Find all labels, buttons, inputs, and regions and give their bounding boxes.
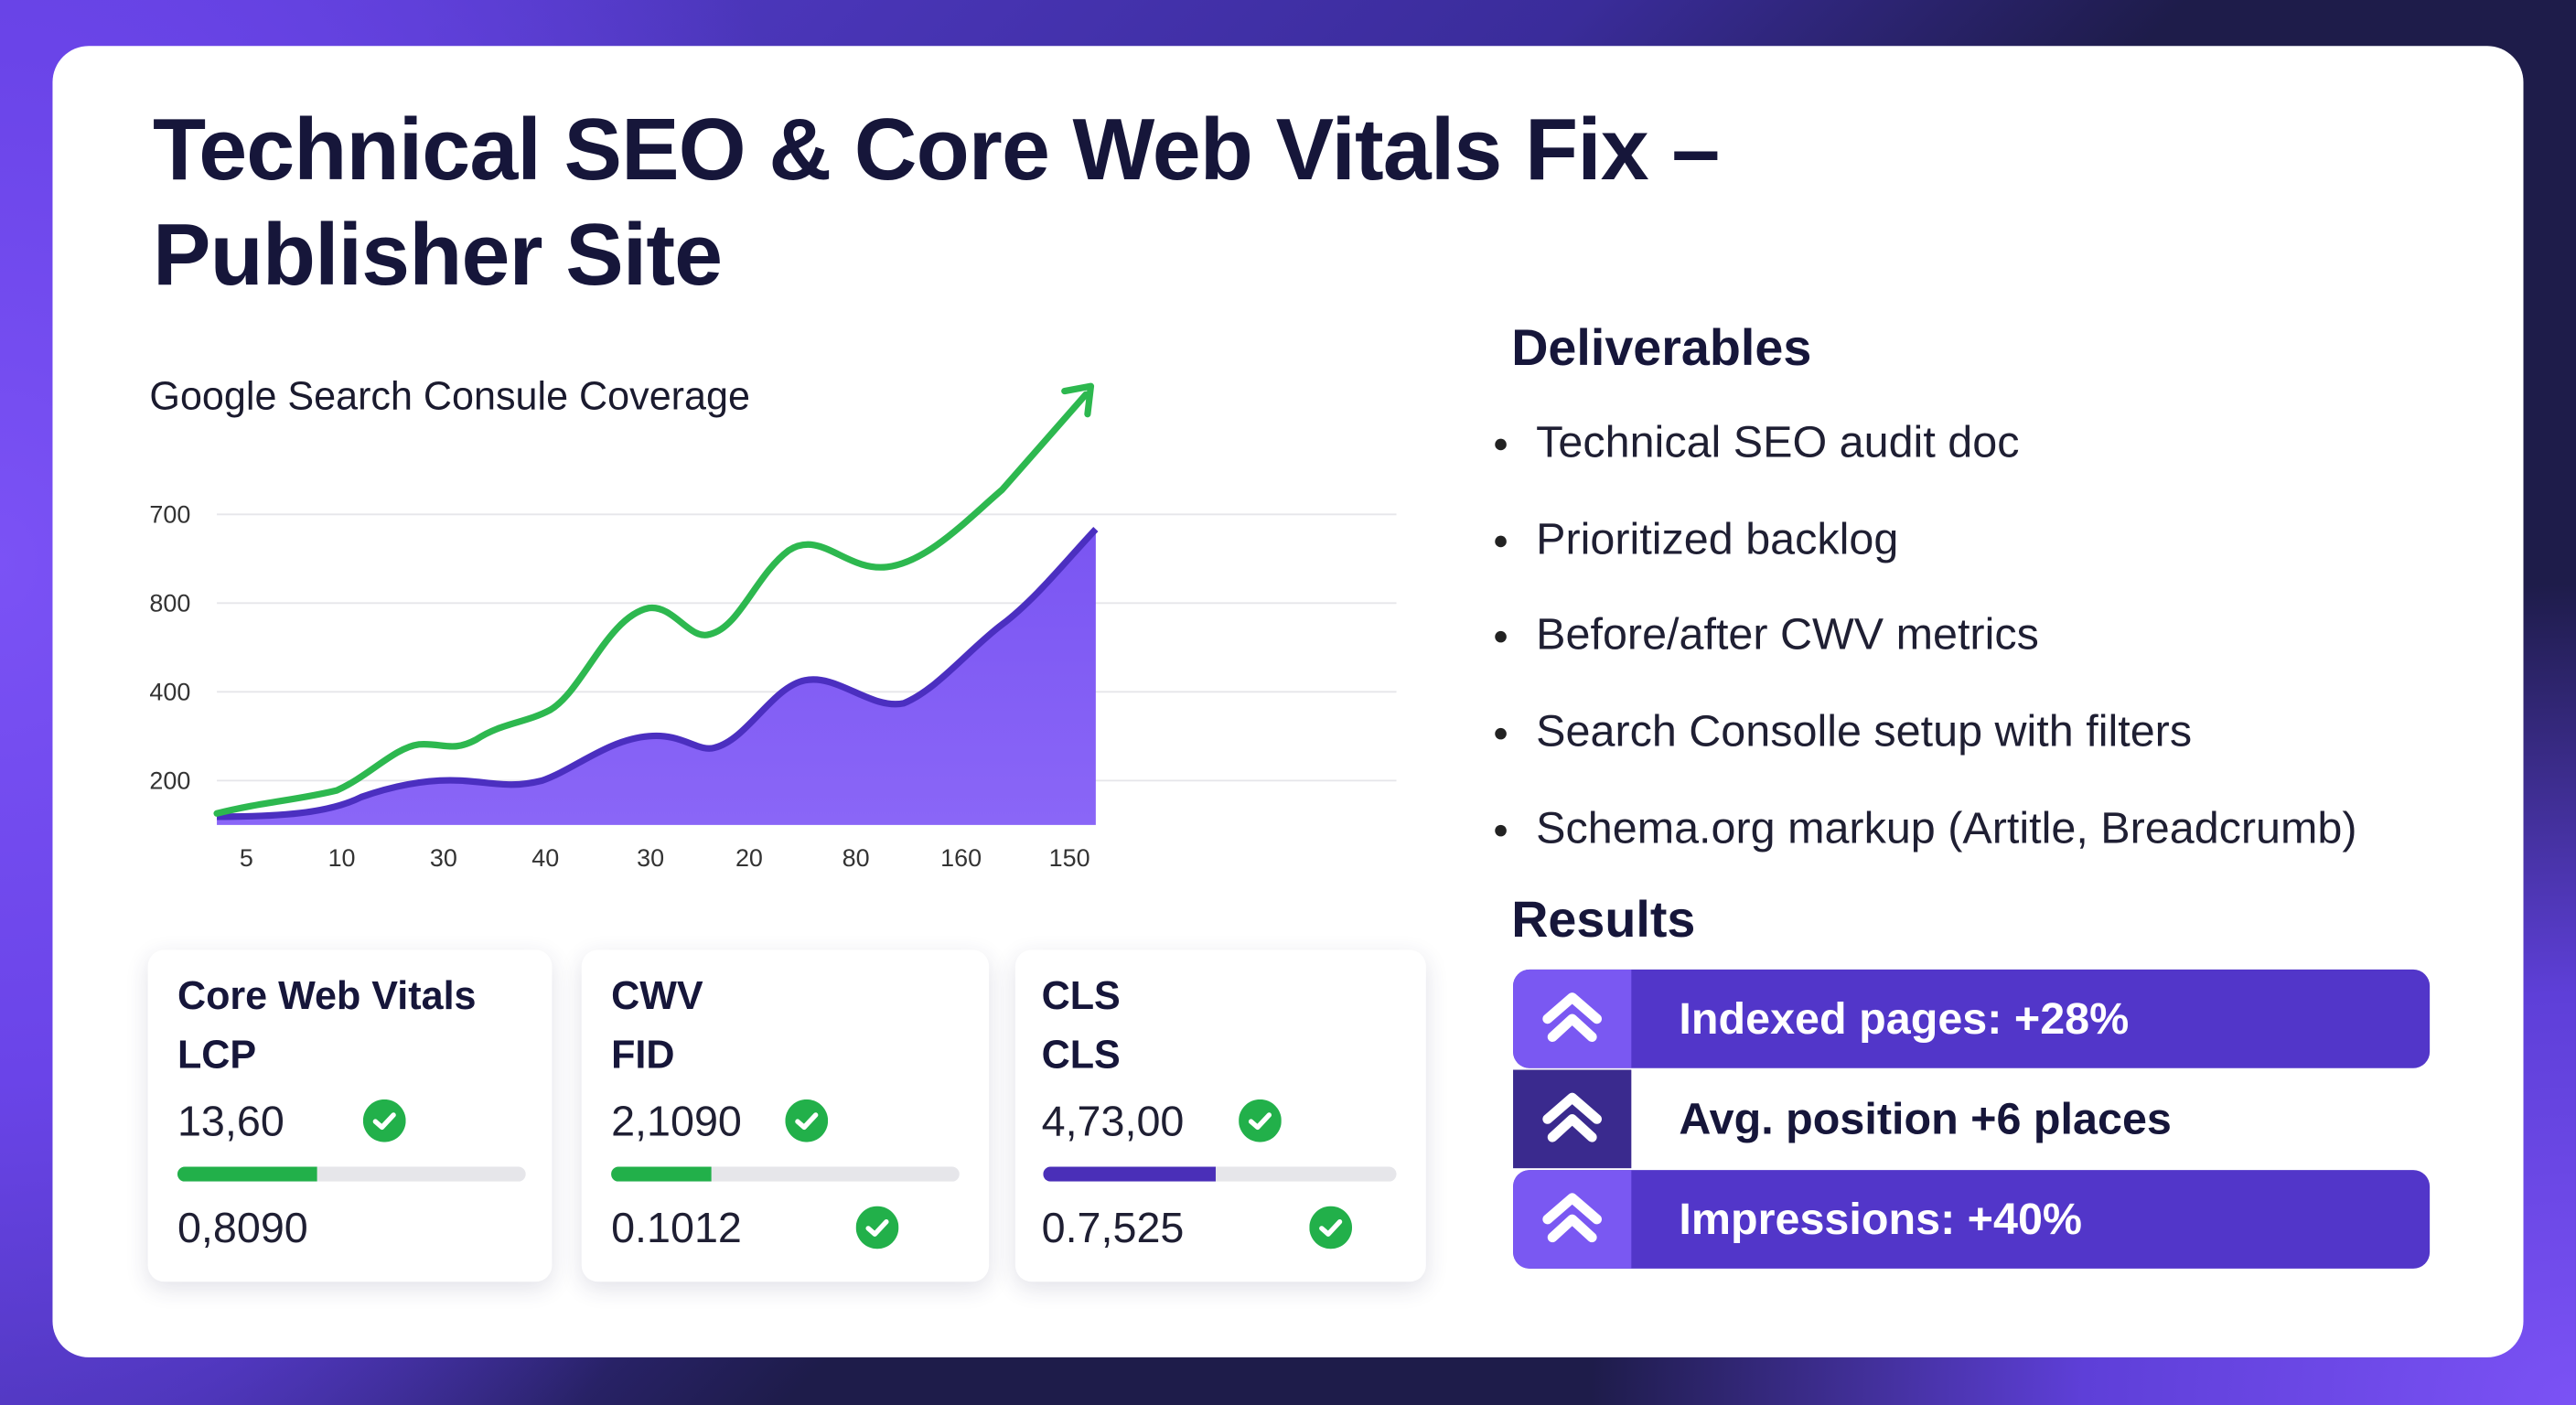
metric-heading: CLS (1041, 974, 1121, 1019)
y-tick-label: 400 (149, 678, 190, 705)
check-icon (1239, 1099, 1282, 1142)
x-tick-label: 80 (843, 844, 870, 872)
trend-line (213, 391, 1089, 817)
metric-card: Core Web Vitals LCP 13,60 0,8090 (147, 949, 553, 1282)
deliverable-item: Technical SEO audit doc (1495, 417, 2019, 468)
result-text: Avg. position +6 places (1679, 1094, 2172, 1144)
title: Technical SEO & Core Web Vitals Fix – Pub… (153, 99, 1720, 309)
section-heading: Results (1511, 890, 1696, 949)
x-tick-label: 10 (328, 844, 356, 872)
result-icon (1513, 969, 1632, 1068)
result-text: Impressions: +40% (1679, 1195, 2083, 1244)
chevron-icon (1542, 992, 1603, 1042)
progress-bar (611, 1166, 960, 1182)
y-tick-label: 700 (149, 500, 190, 528)
result-row: Avg. position +6 places (1513, 1069, 2431, 1169)
check-icon (785, 1099, 829, 1142)
x-tick-label: 30 (430, 844, 457, 872)
chart-title: Google Search Consule Coverage (149, 374, 750, 420)
x-tick-label: 30 (637, 844, 664, 872)
check-icon (1309, 1206, 1353, 1249)
metric-secondary: 0.7,525 (1041, 1203, 1185, 1252)
metric-secondary: 0.1012 (611, 1203, 742, 1252)
deliverable-item: Prioritized backlog (1495, 514, 1898, 565)
deliverable-item: Schema.org markup (Artitle, Breadcrumb) (1495, 803, 2356, 854)
title-line: Publisher Site (153, 207, 723, 305)
deliverable-item: Before/after CWV metrics (1495, 610, 2039, 661)
chevron-icon (1542, 1092, 1603, 1142)
metric-card: CWV FID 2,1090 0.1012 (581, 949, 990, 1282)
progress-bar (1043, 1166, 1397, 1182)
x-tick-label: 160 (940, 844, 982, 872)
y-tick-label: 800 (149, 589, 190, 617)
x-tick-label: 20 (735, 844, 763, 872)
arrow-head (1061, 382, 1095, 418)
result-text: Indexed pages: +28% (1679, 993, 2130, 1044)
check-icon (855, 1206, 899, 1249)
x-tick-label: 40 (531, 844, 559, 872)
area-line (217, 527, 1099, 820)
metric-label: LCP (177, 1033, 257, 1078)
deliverable-item: Search Consolle setup with filters (1495, 706, 2192, 757)
metric-label: CLS (1041, 1033, 1121, 1078)
result-icon (1513, 1069, 1632, 1169)
metric-heading: Core Web Vitals (177, 974, 477, 1019)
chevron-icon (1542, 1193, 1603, 1243)
title-line: Technical SEO & Core Web Vitals Fix – (153, 102, 1720, 199)
coverage-chart: 700 800 400 200 5 10 30 40 30 20 80 160 150 (149, 382, 1397, 872)
section-heading: Deliverables (1511, 318, 1812, 377)
progress-bar (177, 1166, 526, 1182)
metric-value: 2,1090 (611, 1096, 742, 1146)
result-row: Indexed pages: +28% (1513, 969, 2431, 1068)
metric-heading: CWV (611, 974, 703, 1019)
metric-card: CLS CLS 4,73,00 0.7,525 (1014, 949, 1426, 1282)
metric-label: FID (611, 1033, 675, 1078)
metric-value: 13,60 (177, 1096, 284, 1146)
result-icon (1513, 1170, 1632, 1269)
result-row: Impressions: +40% (1513, 1170, 2431, 1269)
y-tick-label: 200 (149, 767, 190, 794)
area (217, 529, 1096, 825)
x-tick-label: 150 (1049, 844, 1090, 872)
metric-value: 4,73,00 (1041, 1096, 1185, 1146)
metric-secondary: 0,8090 (177, 1203, 308, 1252)
check-icon (362, 1099, 406, 1142)
x-tick-label: 5 (240, 844, 253, 872)
